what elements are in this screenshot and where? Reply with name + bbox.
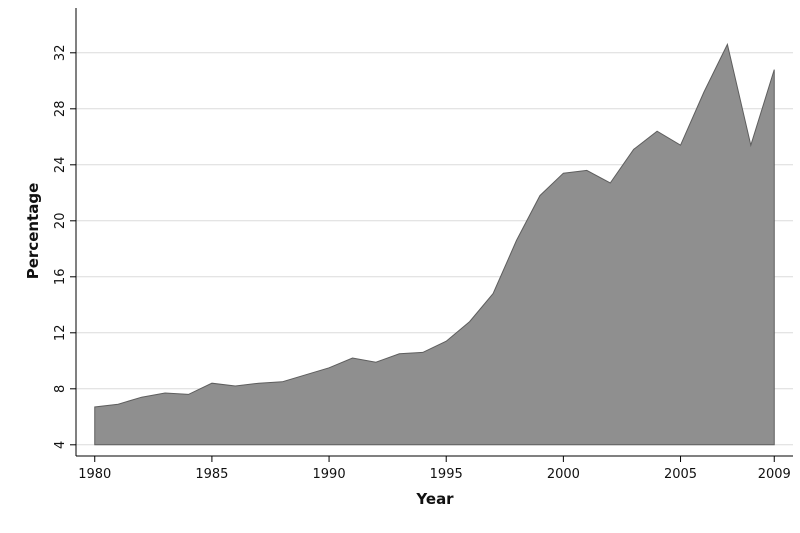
x-tick-label: 2009 <box>758 467 791 482</box>
x-tick-label: 1980 <box>78 467 111 482</box>
gridlines <box>76 52 793 446</box>
y-axis-title: Percentage <box>24 183 42 280</box>
y-tick-label: 32 <box>53 45 68 62</box>
y-axis-ticks: 4 8 12 16 20 24 28 32 <box>53 45 76 449</box>
x-tick-label: 2005 <box>664 467 697 482</box>
x-axis-ticks: 1980 1985 1990 1995 2000 2005 2009 <box>78 456 791 482</box>
y-tick-label: 8 <box>53 385 68 393</box>
y-tick-label: 16 <box>53 269 68 286</box>
x-tick-label: 2000 <box>547 467 580 482</box>
y-tick-label: 12 <box>53 325 68 342</box>
y-tick-label: 4 <box>53 441 68 449</box>
x-tick-label: 1995 <box>430 467 463 482</box>
y-tick-label: 28 <box>53 101 68 118</box>
percentage-area <box>94 42 775 446</box>
x-tick-label: 1985 <box>195 467 228 482</box>
x-axis-title: Year <box>415 490 454 508</box>
y-tick-label: 20 <box>53 213 68 230</box>
x-tick-label: 1990 <box>313 467 346 482</box>
y-tick-label: 24 <box>53 157 68 174</box>
axes <box>75 8 793 457</box>
